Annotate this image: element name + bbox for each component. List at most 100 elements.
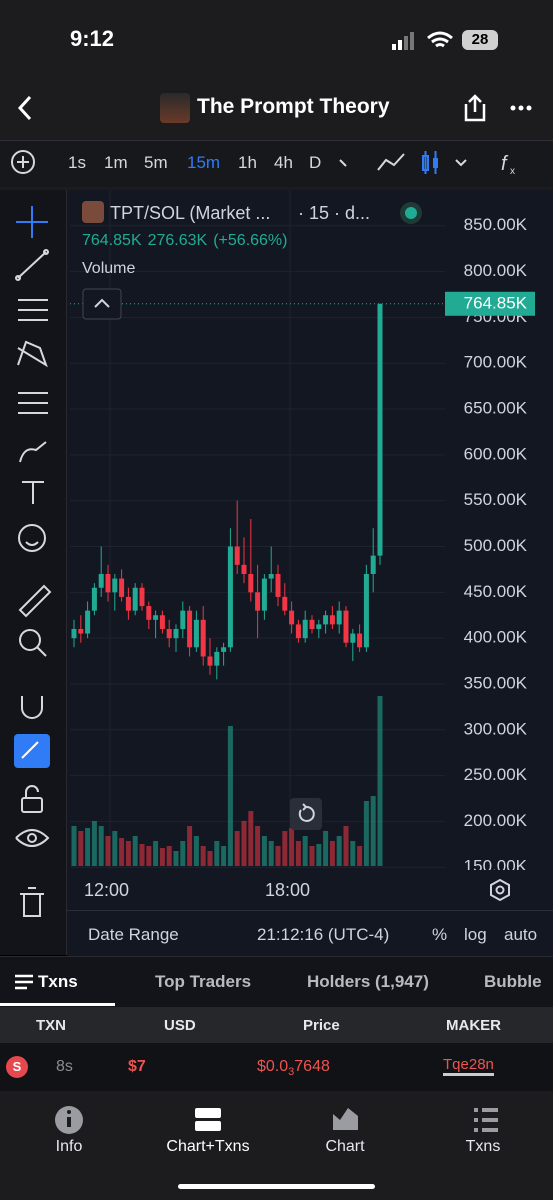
volume-bar [71, 826, 77, 866]
volume-bar [78, 831, 84, 866]
indicator-name: Volume [82, 260, 136, 277]
tabs: Txns Top Traders Holders (1,947) Bubble [0, 956, 553, 1007]
price-prefix: $0.0 [257, 1058, 289, 1075]
last-price-label: 764.85K [464, 293, 528, 312]
table-row[interactable]: S 8s $7 $0.037648 Tqe28n [0, 1043, 553, 1091]
tab[interactable]: Holders (1,947) [307, 972, 429, 991]
volume-bar [357, 846, 363, 866]
candle-body [282, 596, 288, 611]
interval-button[interactable]: 5m [144, 153, 168, 172]
candle-body [119, 578, 125, 597]
add-indicator[interactable] [10, 149, 38, 177]
volume-bar [91, 821, 97, 866]
candle-body [91, 587, 97, 611]
interval-button[interactable]: 1s [68, 153, 86, 172]
candle-body [153, 615, 159, 620]
candle-body [275, 573, 281, 597]
volume-bar [295, 841, 301, 866]
volume-bar [180, 841, 186, 866]
candle-body [200, 619, 206, 657]
volume-bar [234, 831, 240, 866]
candle-body [78, 628, 84, 634]
candle-body [214, 651, 220, 666]
candle-body [357, 633, 363, 648]
nav-icons [55, 1106, 498, 1189]
volume-bar [139, 844, 145, 866]
last-price-box [445, 291, 535, 316]
volume-bar [282, 831, 288, 866]
candle-body [234, 546, 240, 565]
legend-value: 764.85K [82, 232, 142, 249]
table-header: TXN USD Price MAKER [0, 1007, 553, 1043]
legend-symbol: TPT/SOL (Market ... [110, 203, 271, 223]
volume-bar [248, 811, 254, 866]
volume-bar [159, 848, 165, 866]
token-title: The Prompt Theory [197, 95, 390, 118]
candle-body [146, 606, 152, 620]
candle-body [295, 624, 301, 639]
y-tick-label: 850.00K [464, 215, 528, 234]
volume-bar [193, 836, 199, 866]
price-zeros: 3 [288, 1066, 295, 1079]
tab[interactable]: Bubble [484, 972, 542, 991]
txn-usd: $7 [128, 1058, 146, 1075]
candle-body [343, 610, 349, 643]
svg-text:x: x [510, 166, 515, 177]
volume-bar [370, 796, 376, 866]
txn-price: $0.037648 [257, 1058, 330, 1078]
y-tick-label: 200.00K [464, 811, 528, 830]
volume-bar [200, 846, 206, 866]
volume-bar [173, 851, 179, 866]
volume-bar [377, 696, 383, 866]
status-icons [392, 31, 453, 50]
nav-item[interactable]: Chart+Txns [166, 1138, 250, 1155]
candle-body [255, 592, 261, 611]
candle-body [98, 573, 104, 588]
interval-button[interactable]: 4h [274, 153, 293, 172]
candle-body [180, 610, 186, 629]
volume-bar [323, 831, 329, 866]
volume-bar [289, 828, 295, 866]
back-button[interactable] [14, 94, 38, 122]
tab[interactable]: Top Traders [155, 972, 252, 991]
y-tick-label: 500.00K [464, 536, 528, 555]
tool-icons[interactable] [10, 200, 56, 950]
nav-item[interactable]: Chart [325, 1138, 365, 1155]
candle-body [350, 633, 356, 643]
auto-toggle[interactable]: auto [504, 925, 538, 944]
nav-item[interactable]: Info [55, 1138, 83, 1155]
interval-button[interactable]: 1m [104, 153, 128, 172]
candle-body [227, 546, 233, 648]
percent-toggle[interactable]: % [432, 925, 448, 944]
settings-icon[interactable] [488, 878, 512, 902]
date-range[interactable]: Date Range [88, 925, 179, 944]
tab-underline [0, 1003, 115, 1006]
log-toggle[interactable]: log [464, 925, 487, 944]
clock: 21:12:16 (UTC-4) [257, 925, 390, 944]
legend-interval: · 15 · d... [298, 203, 371, 223]
y-tick-label: 450.00K [464, 582, 528, 601]
candle-body [329, 615, 335, 625]
interval-button[interactable]: 1h [238, 153, 257, 172]
interval-button[interactable]: D [309, 153, 322, 172]
volume-bar [343, 826, 349, 866]
header-actions[interactable] [460, 92, 540, 124]
tab[interactable]: Txns [38, 972, 78, 991]
nav-item[interactable]: Txns [465, 1138, 501, 1155]
time-label: 12:00 [84, 880, 130, 900]
legend-values: 764.85K 276.63K (+56.66%) [82, 232, 293, 250]
candle-body [309, 619, 315, 629]
column-header: Price [303, 1017, 340, 1034]
maker[interactable]: Tqe28n [443, 1056, 494, 1076]
volume-bar [207, 851, 213, 866]
collapse-button[interactable] [82, 288, 122, 320]
column-header: USD [164, 1017, 196, 1034]
volume-bar [146, 846, 152, 866]
reset-button[interactable] [290, 798, 322, 830]
candle-body [125, 596, 131, 611]
candle-body [187, 610, 193, 648]
interval-button[interactable]: 15m [187, 153, 221, 172]
bottom-nav [0, 1091, 553, 1200]
